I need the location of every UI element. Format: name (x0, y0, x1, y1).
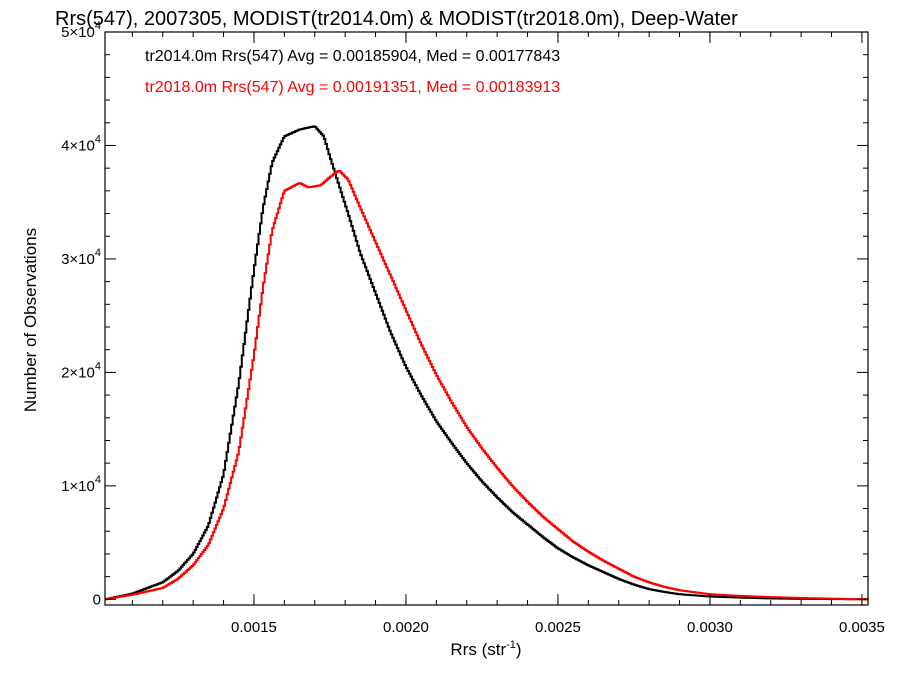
chart-title: Rrs(547), 2007305, MODIST(tr2014.0m) & M… (55, 8, 738, 30)
y-axis-ticks: 0 1×104 2×104 3×104 4×104 5×104 (61, 20, 868, 608)
legend-entry-tr2014: tr2014.0m Rrs(547) Avg = 0.00185904, Med… (145, 48, 560, 65)
x-tick-label: 0.0025 (535, 619, 581, 636)
x-tick-label: 0.0035 (839, 619, 885, 636)
y-tick-label: 4×104 (61, 133, 101, 154)
series-line-tr2018-0m (105, 170, 869, 601)
series-line-tr2014-0m (105, 125, 869, 601)
x-axis-label: Rrs (str-1) (450, 639, 521, 659)
x-axis-ticks: 0.0015 0.0020 0.0025 0.0030 0.0035 (131, 32, 885, 636)
legend: tr2014.0m Rrs(547) Avg = 0.00185904, Med… (145, 48, 560, 96)
series-layer (105, 125, 869, 601)
x-tick-label: 0.0030 (687, 619, 733, 636)
x-tick-label: 0.0020 (383, 619, 429, 636)
y-tick-label: 0 (93, 591, 101, 608)
y-tick-label: 1×104 (61, 474, 101, 495)
y-tick-label: 5×104 (61, 20, 101, 41)
y-axis-label: Number of Observations (21, 228, 40, 412)
y-tick-label: 3×104 (61, 247, 101, 268)
plot-frame (104, 31, 869, 606)
y-tick-label: 2×104 (61, 360, 101, 381)
x-tick-label: 0.0015 (231, 619, 277, 636)
legend-entry-tr2018: tr2018.0m Rrs(547) Avg = 0.00191351, Med… (145, 79, 560, 96)
